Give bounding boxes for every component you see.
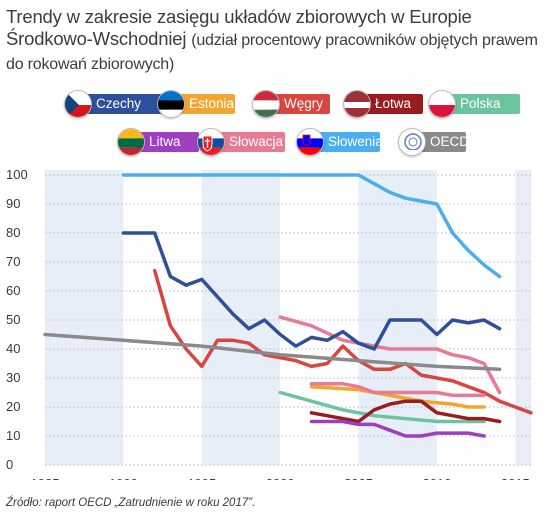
y-tick-label: 50 [6,312,20,327]
series-line-węgry [152,268,533,415]
legend-label: Polska [460,96,501,111]
legend-item-slowacja: Słowacja [197,128,285,156]
x-tick-label: 2000 [266,476,295,480]
y-tick-label: 20 [6,399,20,414]
legend-item-polska: Polska [428,90,520,118]
line-chart: 0 10 20 30 40 50 60 70 80 90 100 1985 1990 1995 2000 2… [6,167,533,480]
legend-item-slowenia: Słowenia [296,128,386,156]
series-line-litwa [309,419,486,438]
chart-title: Trendy w zakresie zasięgu układów zbioro… [6,6,546,76]
y-tick-label: 70 [6,254,20,269]
flag-latvia-icon [343,90,371,118]
legend-item-oecd: OECD [398,128,470,156]
series-line-słowenia [121,173,502,279]
legend-label: Węgry [284,96,324,111]
shaded-bands [45,170,531,465]
series-line-oecd [43,332,502,372]
y-tick-label: 0 [6,457,13,472]
legend-label: Słowenia [328,134,383,149]
legend-item-lotwa: Łotwa [343,90,423,118]
series-line-słowacja [278,315,502,395]
series-line-czechy [121,231,502,351]
y-tick-label: 80 [6,225,20,240]
x-tick-label: 1990 [109,476,138,480]
legend-pill: Polska [446,94,520,114]
x-tick-label: 2010 [422,476,451,480]
y-tick-label: 60 [6,283,20,298]
x-tick-label: 1995 [187,476,216,480]
legend-label: Czechy [96,96,142,111]
flag-poland-icon [428,90,456,118]
y-axis-ticks: 0 10 20 30 40 50 60 70 80 90 100 [6,167,28,472]
legend-pill: Estonia [175,94,235,114]
series-line-słowacja-upper [309,382,486,398]
series-line-łotwa [309,399,502,424]
legend-pill: Łotwa [361,94,423,114]
legend-item-litwa: Litwa [117,128,199,156]
x-tick-label: 1985 [31,476,60,480]
shaded-band [201,170,281,465]
shaded-band [515,170,531,465]
y-tick-label: 40 [6,341,20,356]
legend-label: OECD [430,134,470,149]
legend-label: Litwa [149,134,181,149]
x-tick-label: 2005 [344,476,373,480]
y-tick-label: 100 [6,167,28,182]
y-tick-label: 10 [6,428,20,443]
flag-czech-icon [64,90,92,118]
series-line-polska [278,390,486,424]
x-axis-ticks: 1985 1990 1995 2000 2005 2010 2015 [31,476,530,480]
legend-pill: Litwa [135,132,199,152]
chart-subtitle: (udział procentowy pracowników objętych … [6,32,538,73]
series-lines [43,173,533,438]
y-tick-label: 90 [6,196,20,211]
flag-hungary-icon [252,90,280,118]
legend-pill: Słowacja [215,132,285,152]
x-tick-label: 2015 [501,476,530,480]
y-tick-label: 30 [6,370,20,385]
legend-label: Słowacja [229,134,284,149]
legend-pill: Słowenia [314,132,383,152]
legend-item-czechy: Czechy [64,90,172,118]
shaded-band [45,170,124,465]
chart-title-text: Trendy w zakresie zasięgu układów zbioro… [6,6,472,49]
flag-slovenia-icon [296,128,324,156]
legend-label: Estonia [189,96,235,111]
oecd-logo-icon [398,128,426,156]
legend-item-wegry: Węgry [252,90,332,118]
flag-lithuania-icon [117,128,145,156]
legend-pill: Czechy [82,94,170,114]
legend-label: Łotwa [375,96,412,111]
legend-item-estonia: Estonia [157,90,237,118]
flag-estonia-icon [157,90,185,118]
source-note: Źródło: raport OECD „Zatrudnienie w roku… [6,497,256,509]
flag-slovakia-icon [197,128,225,156]
legend-pill: Węgry [270,94,330,114]
legend-pill: OECD [416,132,470,152]
